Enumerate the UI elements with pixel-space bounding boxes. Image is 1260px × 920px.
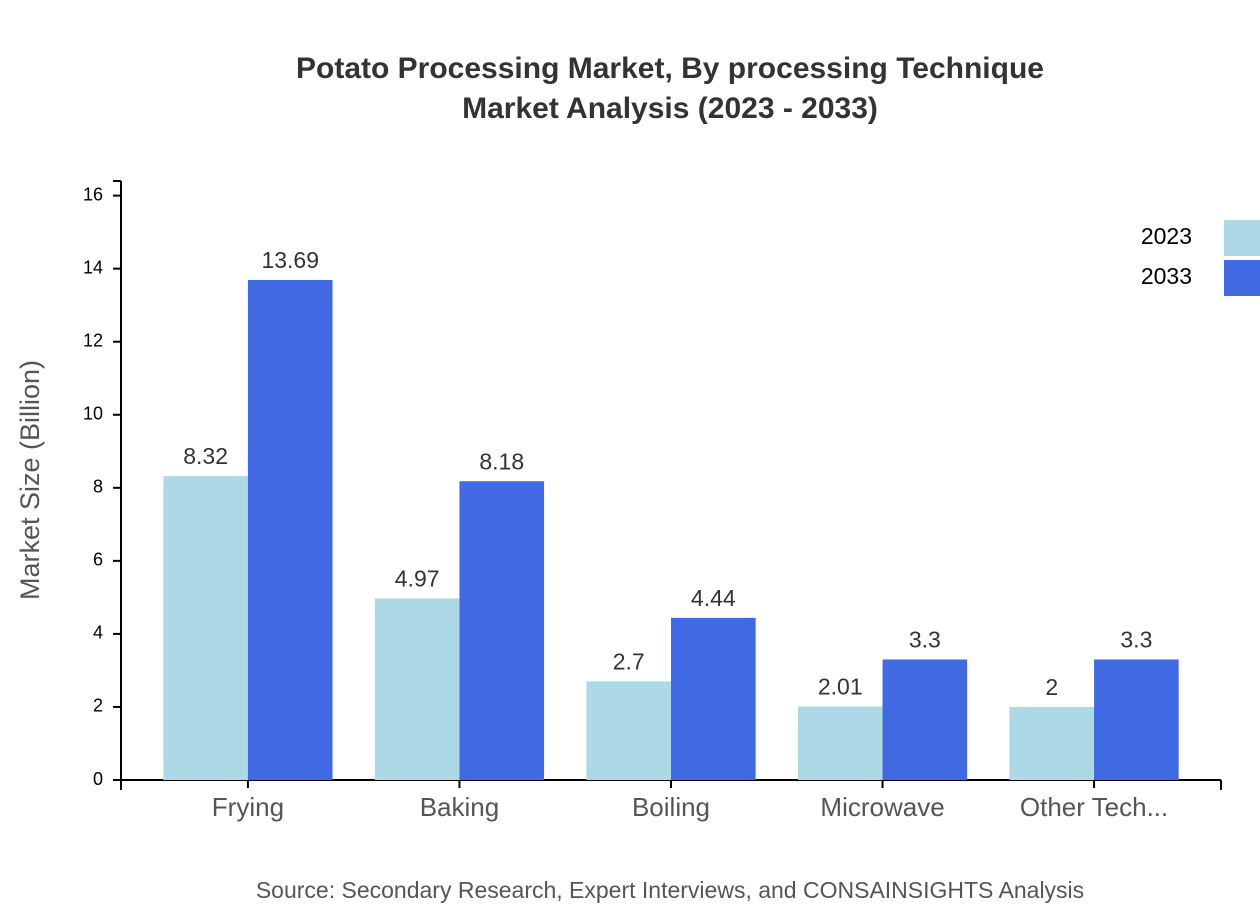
y-tick-label: 8 (93, 477, 103, 497)
chart-title: Potato Processing Market, By processing … (296, 52, 1044, 85)
y-tick-label: 6 (93, 550, 103, 570)
value-label: 2.7 (613, 648, 645, 674)
value-label: 8.32 (183, 443, 228, 469)
bar (247, 279, 333, 780)
legend-swatch (1224, 260, 1260, 296)
x-tick-label: Boiling (632, 792, 710, 822)
bar (586, 681, 671, 780)
value-label: 3.3 (1120, 627, 1152, 653)
bar (671, 617, 756, 780)
value-label: 4.97 (395, 566, 440, 592)
value-label: 8.18 (479, 448, 524, 474)
value-label: 13.69 (261, 247, 319, 273)
bar (459, 481, 545, 780)
x-tick-label: Other Tech... (1020, 792, 1168, 822)
value-label: 2.01 (818, 674, 863, 700)
legend-label: 2033 (1141, 263, 1192, 289)
x-tick-label: Frying (212, 792, 284, 822)
bar (1009, 706, 1095, 780)
value-label: 3.3 (909, 627, 941, 653)
source-note: Source: Secondary Research, Expert Inter… (256, 877, 1084, 903)
y-axis-title: Market Size (Billion) (15, 360, 45, 600)
y-tick-label: 4 (93, 623, 103, 643)
legend-label: 2023 (1141, 223, 1192, 249)
y-tick-label: 16 (83, 184, 103, 204)
bar (882, 659, 968, 780)
bar (1094, 659, 1179, 780)
legend-swatch (1224, 220, 1260, 256)
x-tick-label: Baking (420, 792, 500, 822)
value-label: 4.44 (691, 585, 736, 611)
y-tick-label: 12 (83, 330, 103, 350)
value-label: 2 (1045, 674, 1058, 700)
x-tick-label: Microwave (820, 792, 944, 822)
y-tick-label: 0 (93, 769, 103, 789)
y-tick-label: 14 (83, 257, 103, 277)
bar (374, 598, 460, 780)
chart-subtitle: Market Analysis (2023 - 2033) (462, 92, 878, 125)
y-tick-label: 2 (93, 696, 103, 716)
bar (797, 706, 883, 780)
bar (163, 476, 248, 780)
y-tick-label: 10 (83, 404, 103, 424)
